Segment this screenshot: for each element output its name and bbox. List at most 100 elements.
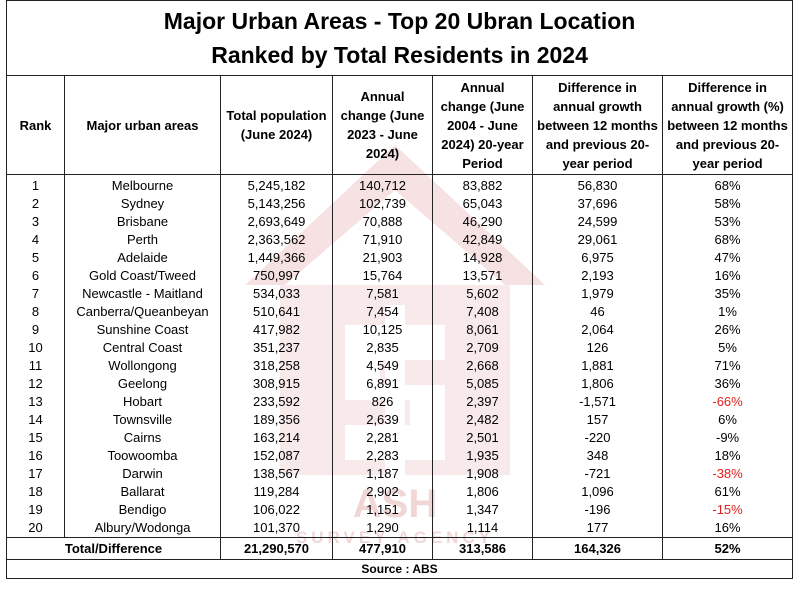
table-row: 10 Central Coast 351,237 2,835 2,709 126 5% xyxy=(6,339,794,357)
cell-annual-change-20yr: 2,482 xyxy=(432,411,533,429)
cell-annual-change-20yr: 2,501 xyxy=(432,429,533,447)
header-rank: Rank xyxy=(6,75,65,175)
cell-population: 318,258 xyxy=(220,357,333,375)
table-row: 17 Darwin 138,567 1,187 1,908 -721 -38% xyxy=(6,465,794,483)
cell-area: Cairns xyxy=(64,429,221,447)
cell-annual-change-20yr: 14,928 xyxy=(432,249,533,267)
cell-annual-change-20yr: 65,043 xyxy=(432,195,533,213)
table-row: 12 Geelong 308,915 6,891 5,085 1,806 36% xyxy=(6,375,794,393)
total-row: Total/Difference 21,290,570 477,910 313,… xyxy=(6,537,794,560)
cell-annual-change-20yr: 83,882 xyxy=(432,174,533,195)
cell-annual-change: 140,712 xyxy=(332,174,433,195)
cell-rank: 8 xyxy=(6,303,65,321)
table-row: 16 Toowoomba 152,087 2,283 1,935 348 18% xyxy=(6,447,794,465)
cell-area: Albury/Wodonga xyxy=(64,519,221,538)
cell-population: 510,641 xyxy=(220,303,333,321)
cell-difference: 1,881 xyxy=(532,357,663,375)
cell-difference-pct: 18% xyxy=(661,447,794,465)
cell-annual-change-20yr: 46,290 xyxy=(432,213,533,231)
cell-difference: 2,193 xyxy=(532,267,663,285)
cell-annual-change: 102,739 xyxy=(332,195,433,213)
table-row: 20 Albury/Wodonga 101,370 1,290 1,114 177 16% xyxy=(6,519,794,538)
cell-annual-change-20yr: 13,571 xyxy=(432,267,533,285)
cell-difference-pct: 5% xyxy=(661,339,794,357)
cell-population: 106,022 xyxy=(220,501,333,519)
cell-difference-pct: -15% xyxy=(661,501,794,519)
cell-difference-pct: 53% xyxy=(661,213,794,231)
table-row: 18 Ballarat 119,284 2,902 1,806 1,096 61% xyxy=(6,483,794,501)
cell-difference: 177 xyxy=(532,519,663,538)
cell-annual-change-20yr: 2,397 xyxy=(432,393,533,411)
cell-annual-change-20yr: 1,935 xyxy=(432,447,533,465)
title-line-1: Major Urban Areas - Top 20 Ubran Locatio… xyxy=(163,8,636,34)
total-difference-pct: 52% xyxy=(661,537,794,560)
cell-annual-change: 71,910 xyxy=(332,231,433,249)
cell-difference: 46 xyxy=(532,303,663,321)
cell-population: 2,693,649 xyxy=(220,213,333,231)
cell-population: 163,214 xyxy=(220,429,333,447)
cell-difference: 1,806 xyxy=(532,375,663,393)
cell-area: Sydney xyxy=(64,195,221,213)
cell-annual-change-20yr: 7,408 xyxy=(432,303,533,321)
cell-annual-change-20yr: 1,347 xyxy=(432,501,533,519)
urban-areas-table: Major Urban Areas - Top 20 Ubran Locatio… xyxy=(5,0,794,579)
cell-rank: 16 xyxy=(6,447,65,465)
table-row: 9 Sunshine Coast 417,982 10,125 8,061 2,064 26… xyxy=(6,321,794,339)
cell-difference: 348 xyxy=(532,447,663,465)
cell-difference-pct: 26% xyxy=(661,321,794,339)
cell-rank: 5 xyxy=(6,249,65,267)
cell-area: Brisbane xyxy=(64,213,221,231)
cell-annual-change: 826 xyxy=(332,393,433,411)
table-row: 4 Perth 2,363,562 71,910 42,849 29,061 68% xyxy=(6,231,794,249)
total-change: 477,910 xyxy=(332,537,433,560)
cell-annual-change: 70,888 xyxy=(332,213,433,231)
cell-population: 1,449,366 xyxy=(220,249,333,267)
cell-area: Gold Coast/Tweed xyxy=(64,267,221,285)
table-row: 3 Brisbane 2,693,649 70,888 46,290 24,599 53% xyxy=(6,213,794,231)
cell-area: Adelaide xyxy=(64,249,221,267)
cell-annual-change-20yr: 42,849 xyxy=(432,231,533,249)
cell-annual-change: 1,290 xyxy=(332,519,433,538)
cell-difference-pct: 6% xyxy=(661,411,794,429)
table-row: 8 Canberra/Queanbeyan 510,641 7,454 7,408 46 1… xyxy=(6,303,794,321)
cell-difference-pct: 68% xyxy=(661,231,794,249)
cell-area: Canberra/Queanbeyan xyxy=(64,303,221,321)
source-row: Source : ABS xyxy=(5,559,794,579)
cell-annual-change: 15,764 xyxy=(332,267,433,285)
cell-rank: 20 xyxy=(6,519,65,538)
cell-annual-change: 7,454 xyxy=(332,303,433,321)
cell-difference-pct: 36% xyxy=(661,375,794,393)
header-annual-change: Annual change (June 2023 - June 2024) xyxy=(332,75,433,175)
cell-difference-pct: -38% xyxy=(661,465,794,483)
cell-population: 5,143,256 xyxy=(220,195,333,213)
cell-area: Perth xyxy=(64,231,221,249)
cell-difference-pct: 68% xyxy=(661,174,794,195)
cell-annual-change: 6,891 xyxy=(332,375,433,393)
table-row: 2 Sydney 5,143,256 102,739 65,043 37,696 58% xyxy=(6,195,794,213)
cell-difference-pct: 58% xyxy=(661,195,794,213)
cell-area: Sunshine Coast xyxy=(64,321,221,339)
cell-area: Geelong xyxy=(64,375,221,393)
cell-annual-change: 1,187 xyxy=(332,465,433,483)
cell-area: Wollongong xyxy=(64,357,221,375)
table-body: 1 Melbourne 5,245,182 140,712 83,882 56,830 68… xyxy=(6,174,794,538)
cell-annual-change: 2,283 xyxy=(332,447,433,465)
source-note: Source : ABS xyxy=(5,559,794,579)
header-population: Total population (June 2024) xyxy=(220,75,333,175)
cell-difference: 1,979 xyxy=(532,285,663,303)
cell-difference-pct: 47% xyxy=(661,249,794,267)
cell-population: 534,033 xyxy=(220,285,333,303)
cell-rank: 19 xyxy=(6,501,65,519)
cell-rank: 17 xyxy=(6,465,65,483)
cell-annual-change: 2,281 xyxy=(332,429,433,447)
total-difference: 164,326 xyxy=(532,537,663,560)
cell-difference-pct: 1% xyxy=(661,303,794,321)
cell-annual-change: 7,581 xyxy=(332,285,433,303)
total-population: 21,290,570 xyxy=(220,537,333,560)
cell-area: Melbourne xyxy=(64,174,221,195)
cell-annual-change: 2,902 xyxy=(332,483,433,501)
cell-area: Darwin xyxy=(64,465,221,483)
cell-rank: 18 xyxy=(6,483,65,501)
cell-annual-change: 4,549 xyxy=(332,357,433,375)
